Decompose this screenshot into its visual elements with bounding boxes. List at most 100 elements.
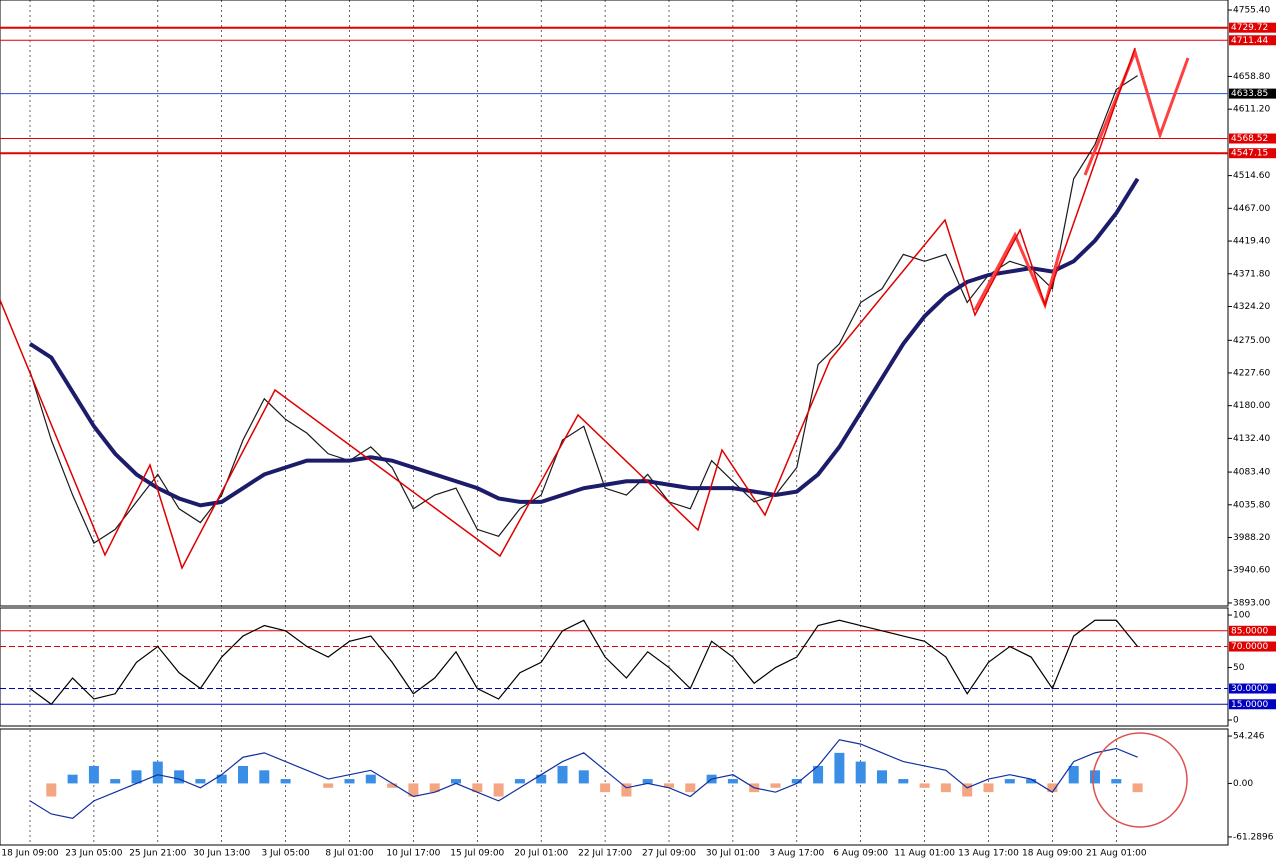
histogram-bar — [1090, 770, 1100, 784]
histogram-bar — [429, 783, 440, 793]
level-tag — [1229, 641, 1276, 652]
histogram-bar — [67, 774, 78, 784]
histogram-bar — [1132, 783, 1143, 793]
swing-arrows — [973, 231, 1062, 311]
histogram-bar — [1111, 779, 1122, 784]
histogram-bar — [280, 779, 291, 784]
stochastic-panel — [0, 607, 1229, 727]
histogram-bar — [919, 783, 930, 788]
series-line — [29, 75, 1138, 545]
histogram-bar — [940, 783, 951, 793]
y-tick-label: 4467.00 — [1233, 204, 1270, 214]
x-tick-label: 30 Jun 13:00 — [193, 849, 250, 859]
histogram-bar — [983, 783, 994, 793]
x-tick-label: 30 Jul 01:00 — [706, 849, 760, 859]
y-tick-label: 4755.40 — [1233, 6, 1270, 16]
series-line — [29, 739, 1138, 819]
x-tick-label: 13 Aug 17:00 — [958, 849, 1019, 859]
y-tick-label: 4083.40 — [1233, 468, 1270, 478]
y-tick-label: 4371.80 — [1233, 269, 1270, 279]
histogram-bar — [216, 774, 227, 784]
level-tag — [1229, 88, 1276, 99]
x-tick-label: 18 Jun 09:00 — [1, 849, 58, 859]
x-tick-label: 11 Aug 01:00 — [894, 849, 955, 859]
histogram-bar — [238, 765, 248, 784]
x-tick-label: 6 Aug 09:00 — [833, 849, 888, 859]
histogram-bar — [621, 783, 632, 797]
y-tick-label: 4227.60 — [1233, 368, 1270, 378]
histogram-bar — [1047, 783, 1058, 793]
y-tick-label: 4180.00 — [1233, 401, 1270, 411]
x-tick-label: 8 Jul 01:00 — [325, 849, 374, 859]
macd-panel — [0, 728, 1229, 846]
histogram-bar — [685, 783, 696, 793]
level-tag — [1229, 148, 1276, 159]
highlight-circle — [1092, 732, 1188, 828]
x-tick-label: 3 Jul 05:00 — [261, 849, 310, 859]
y-tick-label: 3940.60 — [1233, 566, 1270, 576]
y-tick-label: 4035.80 — [1233, 500, 1270, 510]
level-tag — [1229, 699, 1276, 710]
histogram-bar — [770, 783, 781, 788]
histogram-bar — [791, 779, 802, 784]
x-tick-label: 18 Aug 09:00 — [1022, 849, 1083, 859]
histogram-bar — [877, 770, 887, 784]
y-tick-label: 4514.60 — [1233, 171, 1270, 181]
level-tag — [1229, 133, 1276, 144]
x-tick-label: 20 Jul 01:00 — [514, 849, 568, 859]
forecast-arrows — [1083, 47, 1190, 176]
histogram-bar — [536, 774, 547, 784]
level-label: 30.0000 — [1231, 684, 1268, 694]
y-tick-label: 4275.00 — [1233, 336, 1270, 346]
histogram-bar — [408, 783, 419, 797]
level-label: 4633.85 — [1231, 89, 1268, 99]
histogram-bar — [898, 779, 909, 784]
histogram-bar — [259, 770, 270, 784]
histogram-bar — [365, 774, 376, 784]
plot-layer: 4755.40 4658.80 4611.20 4514.60 4467.00 4419.… — [0, 6, 1276, 859]
level-tag — [1229, 683, 1276, 694]
histogram-bar — [514, 779, 525, 784]
x-tick-label: 27 Jul 09:00 — [642, 849, 696, 859]
histogram-bar — [195, 779, 206, 784]
histogram-bar — [387, 783, 398, 788]
y-tick-label: 3988.20 — [1233, 533, 1270, 543]
histogram-bar — [664, 783, 674, 788]
y-tick-label: 4611.20 — [1233, 105, 1270, 115]
histogram-bar — [472, 783, 483, 793]
level-label: 4711.44 — [1231, 36, 1268, 46]
y-tick-label: 0.00 — [1233, 779, 1253, 789]
x-tick-label: 25 Jun 21:00 — [129, 849, 186, 859]
histogram-bar — [557, 765, 568, 784]
histogram-bar — [727, 779, 738, 784]
zigzag — [0, 47, 1136, 570]
histogram-bar — [813, 765, 824, 784]
x-tick-label: 10 Jul 17:00 — [386, 849, 440, 859]
level-label: 70.0000 — [1231, 642, 1268, 652]
histogram-bar — [1026, 779, 1037, 784]
histogram-bar — [451, 779, 461, 784]
histogram-bar — [578, 770, 589, 784]
level-label: 15.0000 — [1231, 700, 1268, 710]
x-tick-label: 22 Jul 17:00 — [578, 849, 632, 859]
histogram-bar — [110, 779, 121, 784]
x-tick-label: 15 Jul 09:00 — [450, 849, 504, 859]
level-tag — [1229, 22, 1276, 33]
y-tick-label: 4324.20 — [1233, 302, 1270, 312]
x-tick-label: 3 Aug 17:00 — [769, 849, 824, 859]
series-line — [28, 177, 1140, 508]
y-tick-label: 4658.80 — [1233, 72, 1270, 82]
histogram-bar — [962, 783, 973, 797]
y-tick-label: -61.2896 — [1233, 832, 1274, 842]
histogram-bar — [642, 779, 653, 784]
y-tick-label: 0 — [1233, 716, 1239, 726]
level-label: 4547.15 — [1231, 149, 1268, 159]
histogram-bar — [600, 783, 611, 793]
histogram-bar — [493, 783, 504, 797]
histogram-bar — [174, 770, 185, 784]
histogram-bar — [1068, 765, 1079, 784]
histogram-bar — [344, 779, 355, 784]
level-label: 85.0000 — [1231, 626, 1268, 636]
x-tick-label: 21 Aug 01:00 — [1086, 849, 1147, 859]
